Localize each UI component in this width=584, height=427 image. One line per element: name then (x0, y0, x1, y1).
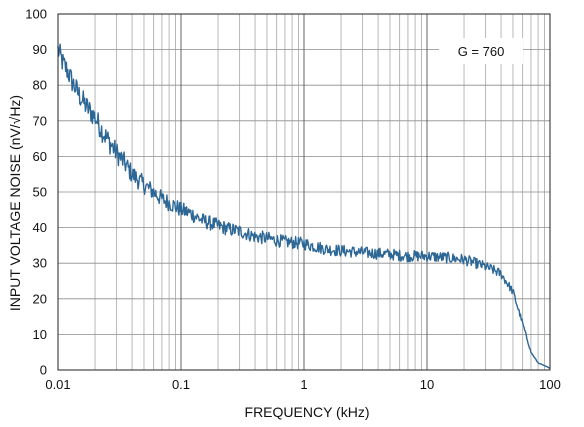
gain-annotation: G = 760 (439, 38, 523, 64)
x-tick-label: 1 (300, 377, 307, 392)
x-tick-label: 100 (539, 377, 561, 392)
x-tick-label: 10 (420, 377, 434, 392)
y-axis-title: INPUT VOLTAGE NOISE (nV/√Hz) (7, 95, 23, 311)
y-tick-label: 60 (33, 149, 47, 164)
y-tick-label: 80 (33, 78, 47, 93)
noise-curve (57, 43, 551, 370)
y-tick-label: 10 (33, 327, 47, 342)
x-tick-label: 0.1 (172, 377, 190, 392)
x-tick-label: 0.01 (45, 377, 70, 392)
x-tick-labels: 0.01 0.1 1 10 100 (45, 377, 561, 392)
y-tick-label: 100 (25, 7, 47, 22)
y-tick-label: 50 (33, 185, 47, 200)
gain-annotation-text: G = 760 (458, 44, 505, 59)
y-tick-label: 70 (33, 113, 47, 128)
y-tick-label: 30 (33, 256, 47, 271)
y-tick-label: 20 (33, 291, 47, 306)
gain-annotation-box (439, 38, 523, 64)
y-tick-label: 40 (33, 220, 47, 235)
y-tick-label: 0 (40, 363, 47, 378)
y-tick-labels: 0 10 20 30 40 50 60 70 80 90 100 (25, 7, 47, 378)
x-axis-title: FREQUENCY (kHz) (245, 404, 370, 420)
plot-grid (57, 13, 550, 371)
plot-frame (57, 13, 551, 371)
y-tick-label: 90 (33, 42, 47, 57)
